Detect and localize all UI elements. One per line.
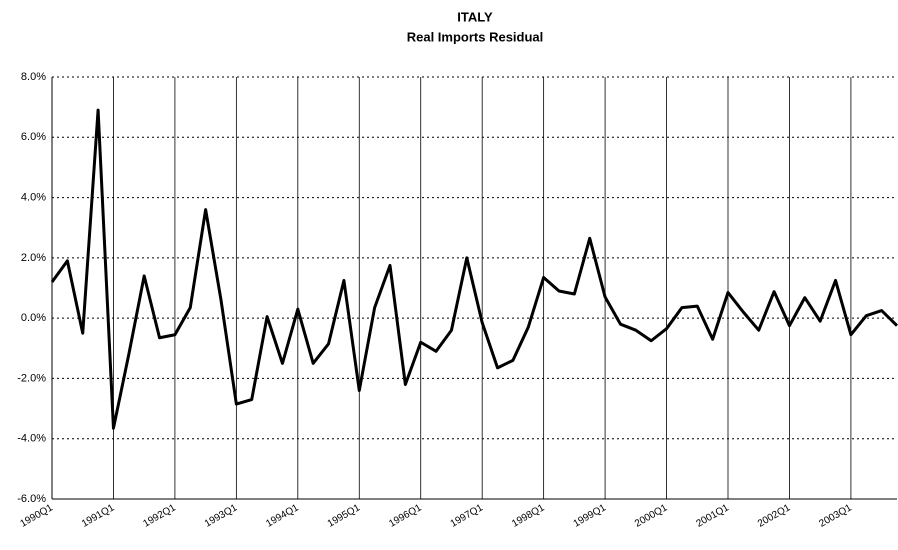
x-tick-label: 1996Q1	[387, 502, 424, 530]
x-tick-label: 1994Q1	[264, 502, 301, 530]
x-tick-label: 1992Q1	[141, 502, 178, 530]
data-line	[50, 108, 898, 430]
y-tick-label: 0.0%	[21, 312, 46, 324]
x-tick-label: 2003Q1	[817, 502, 854, 530]
y-tick-label: -2.0%	[17, 372, 46, 384]
y-tick-label: 2.0%	[21, 252, 46, 264]
chart-title: ITALY	[457, 9, 493, 24]
x-tick-label: 1993Q1	[203, 502, 240, 530]
x-tick-label: 2000Q1	[633, 502, 670, 530]
y-tick-label: -4.0%	[17, 433, 46, 445]
x-tick-label: 1997Q1	[449, 502, 486, 530]
y-tick-label: -6.0%	[17, 493, 46, 505]
x-tick-label: 1995Q1	[326, 502, 363, 530]
y-tick-label: 4.0%	[21, 191, 46, 203]
y-tick-label: 8.0%	[21, 71, 46, 83]
y-tick-label: 6.0%	[21, 131, 46, 143]
x-tick-label: 1999Q1	[572, 502, 609, 530]
x-tick-label: 2001Q1	[694, 502, 731, 530]
x-tick-label: 2002Q1	[756, 502, 793, 530]
x-tick-label: 1990Q1	[18, 502, 55, 530]
x-tick-label: 1991Q1	[80, 502, 117, 530]
chart-subtitle: Real Imports Residual	[407, 29, 544, 44]
x-tick-label: 1998Q1	[510, 502, 547, 530]
